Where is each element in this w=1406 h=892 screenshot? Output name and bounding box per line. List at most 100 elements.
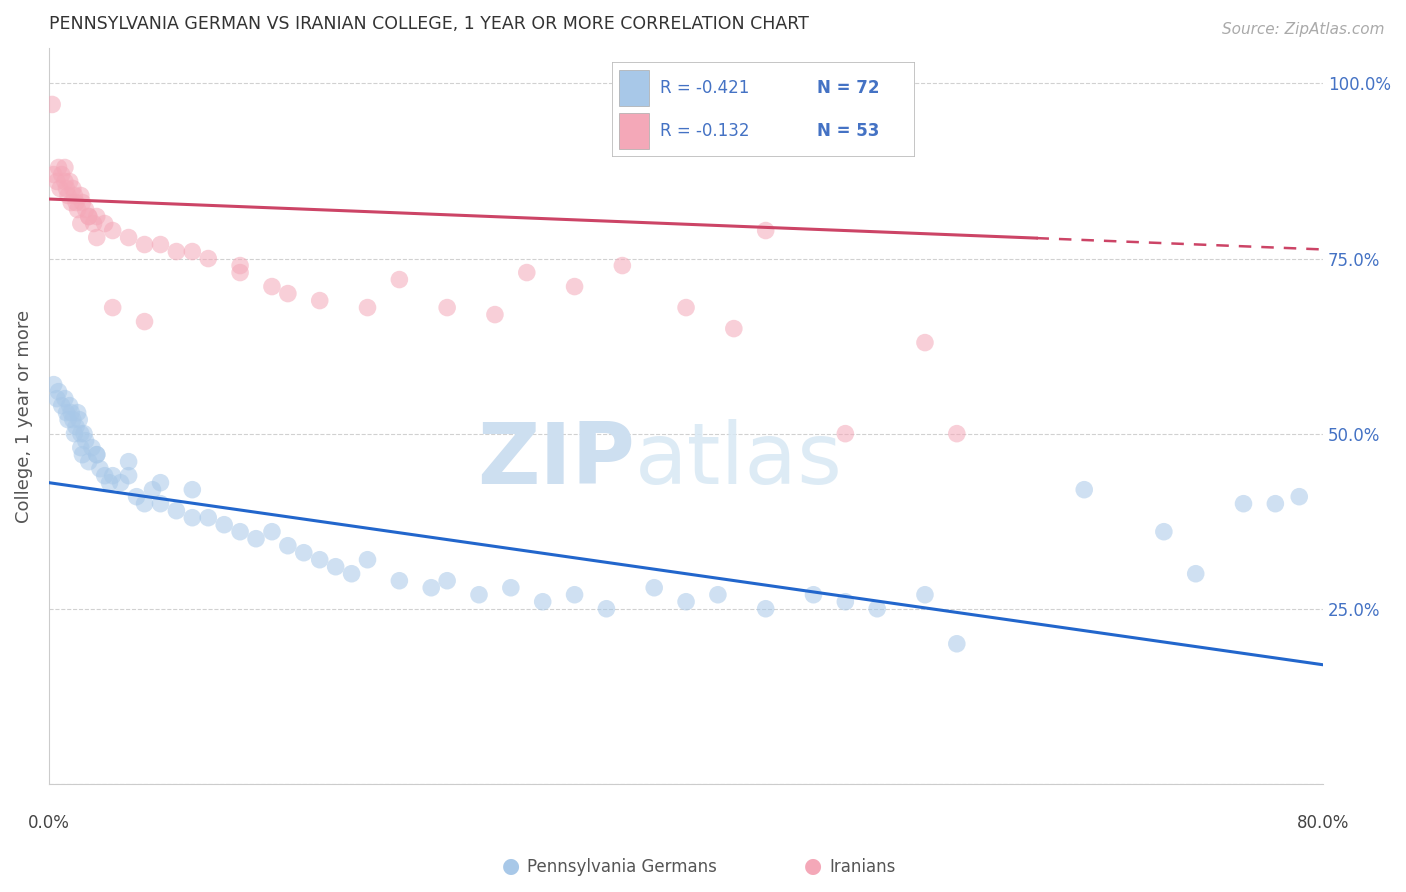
Point — [531, 595, 554, 609]
Point — [803, 588, 825, 602]
Point — [93, 217, 115, 231]
Point — [66, 202, 89, 217]
Point — [277, 286, 299, 301]
Point — [86, 448, 108, 462]
Point — [245, 532, 267, 546]
Point — [141, 483, 163, 497]
Point — [436, 574, 458, 588]
Point — [86, 448, 108, 462]
Point — [56, 412, 79, 426]
Point — [612, 259, 634, 273]
Point — [564, 588, 586, 602]
Y-axis label: College, 1 year or more: College, 1 year or more — [15, 310, 32, 523]
Point — [134, 315, 156, 329]
Point — [755, 601, 778, 615]
Point — [675, 595, 697, 609]
Point — [197, 252, 219, 266]
Point — [149, 497, 172, 511]
Point — [69, 441, 91, 455]
Point — [356, 301, 378, 315]
Point — [59, 174, 82, 188]
Point — [1264, 497, 1286, 511]
Point — [0, 412, 21, 426]
Point — [110, 475, 132, 490]
Bar — [619, 70, 650, 105]
Point — [45, 392, 67, 406]
Point — [643, 581, 665, 595]
Point — [80, 441, 103, 455]
Point — [1184, 566, 1206, 581]
Point — [117, 455, 139, 469]
Point — [260, 524, 283, 539]
Point — [420, 581, 443, 595]
Point — [63, 426, 86, 441]
Text: N = 72: N = 72 — [817, 78, 880, 96]
Point — [65, 419, 87, 434]
Point — [946, 637, 969, 651]
Point — [63, 188, 86, 202]
Point — [125, 490, 148, 504]
Point — [65, 195, 87, 210]
Point — [60, 406, 83, 420]
Point — [134, 497, 156, 511]
Point — [75, 202, 97, 217]
Text: 0.0%: 0.0% — [28, 814, 70, 832]
Point — [181, 483, 204, 497]
Point — [292, 546, 315, 560]
Text: Iranians: Iranians — [830, 858, 896, 876]
Point — [484, 308, 506, 322]
Point — [62, 412, 84, 426]
Text: PENNSYLVANIA GERMAN VS IRANIAN COLLEGE, 1 YEAR OR MORE CORRELATION CHART: PENNSYLVANIA GERMAN VS IRANIAN COLLEGE, … — [49, 15, 808, 33]
Text: atlas: atlas — [636, 418, 844, 502]
Point — [66, 406, 89, 420]
Point — [48, 384, 70, 399]
Point — [212, 517, 235, 532]
Point — [53, 392, 76, 406]
Point — [340, 566, 363, 581]
Bar — [619, 113, 650, 149]
Point — [229, 266, 252, 280]
Text: ●: ● — [804, 856, 823, 876]
Point — [51, 168, 73, 182]
Point — [165, 504, 187, 518]
Point — [53, 174, 76, 188]
Point — [77, 455, 100, 469]
Point — [755, 223, 778, 237]
Point — [516, 266, 538, 280]
Point — [86, 210, 108, 224]
Point — [468, 588, 491, 602]
Text: ●: ● — [502, 856, 520, 876]
Text: Pennsylvania Germans: Pennsylvania Germans — [527, 858, 717, 876]
Point — [149, 237, 172, 252]
Point — [134, 237, 156, 252]
Point — [67, 412, 90, 426]
Point — [595, 601, 617, 615]
Point — [53, 161, 76, 175]
Point — [75, 434, 97, 448]
Text: ZIP: ZIP — [478, 418, 636, 502]
Point — [197, 510, 219, 524]
Point — [59, 399, 82, 413]
Point — [101, 223, 124, 237]
Point — [181, 244, 204, 259]
Point — [277, 539, 299, 553]
Point — [72, 195, 94, 210]
Point — [181, 510, 204, 524]
Point — [866, 601, 889, 615]
Point — [56, 188, 79, 202]
Point — [229, 259, 252, 273]
Point — [1288, 490, 1310, 504]
Point — [260, 279, 283, 293]
Point — [73, 426, 96, 441]
Point — [49, 181, 72, 195]
Text: R = -0.421: R = -0.421 — [659, 78, 749, 96]
Point — [69, 426, 91, 441]
Point — [325, 559, 347, 574]
Point — [69, 188, 91, 202]
Point — [98, 475, 121, 490]
Point — [564, 279, 586, 293]
Point — [48, 161, 70, 175]
Text: N = 53: N = 53 — [817, 122, 880, 140]
Point — [60, 195, 83, 210]
Text: Source: ZipAtlas.com: Source: ZipAtlas.com — [1222, 22, 1385, 37]
